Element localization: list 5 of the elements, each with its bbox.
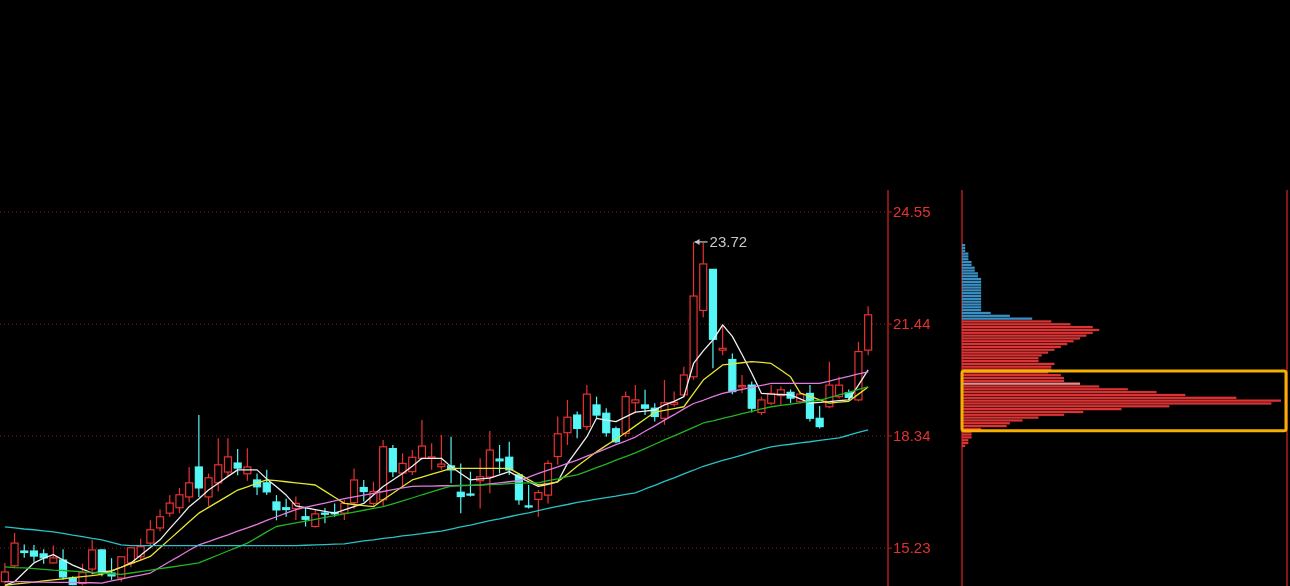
y-tick-label: 24.55 — [893, 203, 931, 221]
annotation: 23.72 — [709, 233, 748, 251]
y-tick-label: 21.44 — [893, 315, 931, 333]
y-tick-label: 15.23 — [893, 539, 931, 557]
y-tick-label: 18.34 — [893, 427, 931, 445]
